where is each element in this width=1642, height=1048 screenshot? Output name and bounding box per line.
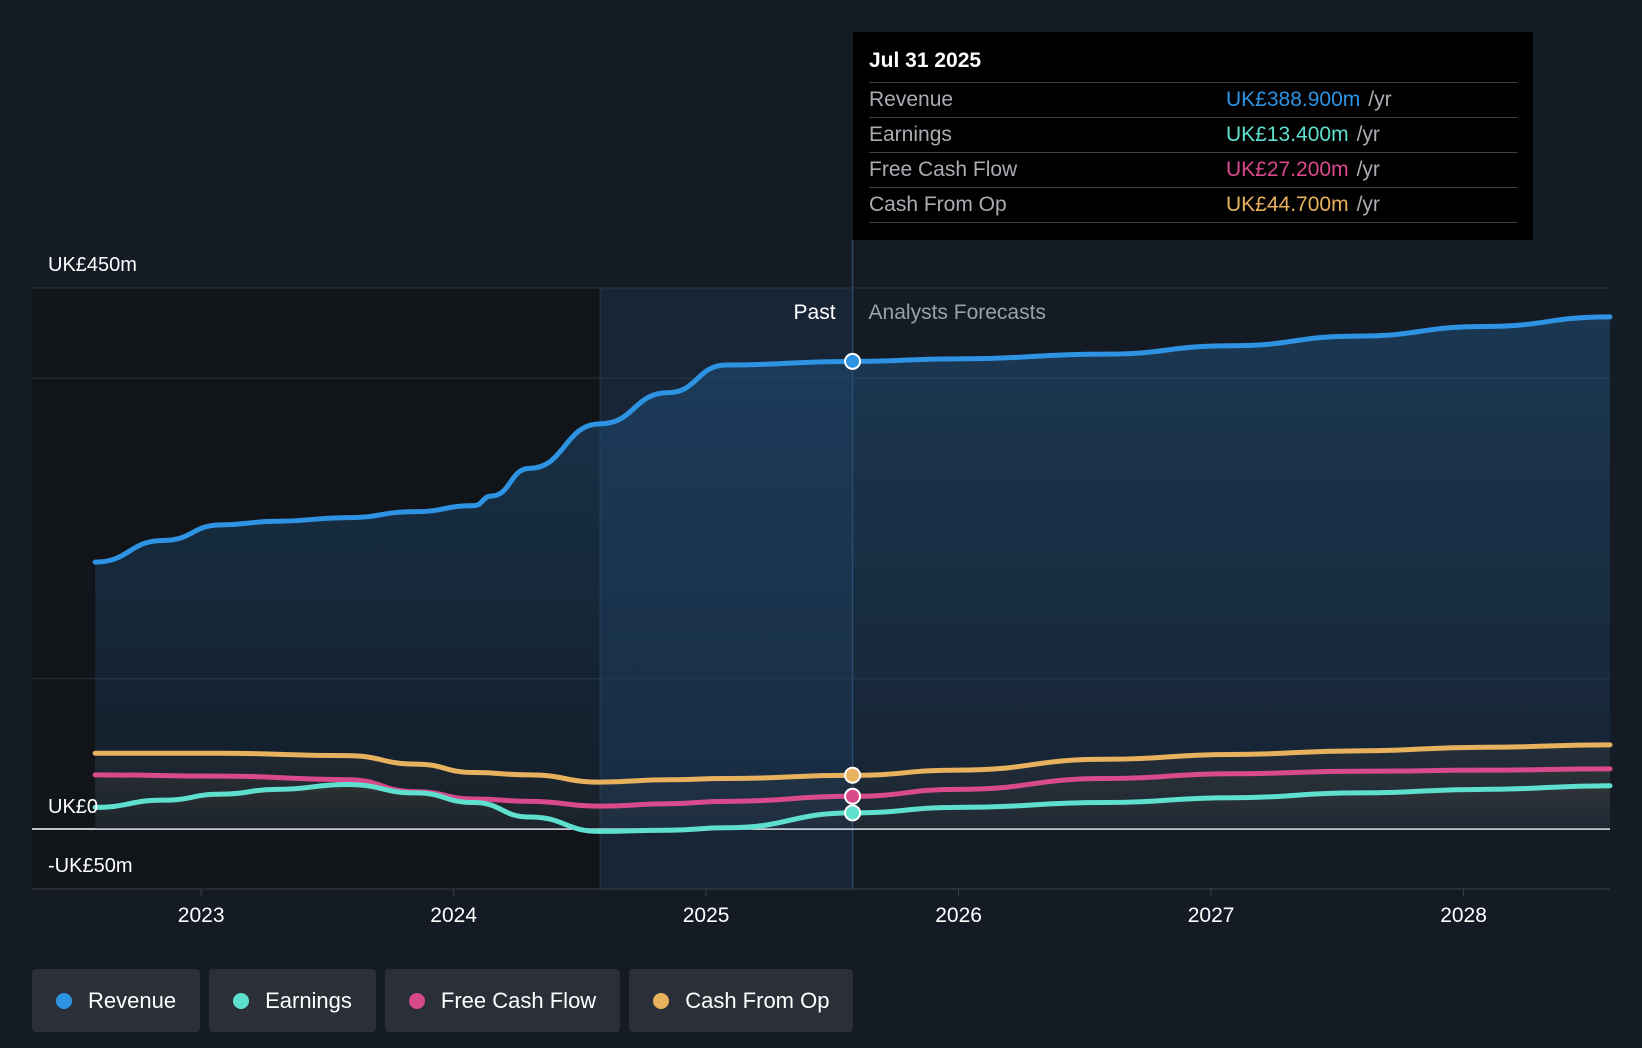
marker-earnings bbox=[844, 804, 862, 822]
y-tick-label: UK£0 bbox=[48, 796, 98, 818]
legend-dot-icon bbox=[56, 992, 72, 1009]
tooltip-unit: /yr bbox=[1356, 193, 1380, 216]
y-tick-label: -UK£50m bbox=[48, 855, 132, 877]
legend-item-earnings[interactable]: Earnings bbox=[209, 969, 376, 1032]
series-line-cash-from-op bbox=[92, 742, 1613, 785]
tooltip-row-free-cash-flow: Free Cash Flow UK£27.200m /yr bbox=[869, 153, 1517, 188]
legend-dot-icon bbox=[408, 992, 425, 1009]
x-tick-label: 2026 bbox=[935, 904, 982, 927]
marker-free-cash-flow bbox=[844, 787, 862, 805]
legend-dot-icon bbox=[233, 992, 250, 1009]
tooltip-row-revenue: Revenue UK£388.900m /yr bbox=[869, 83, 1517, 118]
past-label: Past bbox=[794, 301, 836, 324]
legend-label: Cash From Op bbox=[685, 987, 830, 1013]
tooltip-row-earnings: Earnings UK£13.400m /yr bbox=[869, 118, 1517, 153]
tooltip-unit: /yr bbox=[1368, 88, 1392, 111]
x-tick-label: 2023 bbox=[178, 904, 225, 927]
marker-revenue bbox=[844, 352, 862, 370]
tooltip-label: Earnings bbox=[869, 123, 952, 146]
series-line-revenue bbox=[92, 314, 1613, 565]
tooltip-value: UK£13.400m bbox=[1226, 123, 1349, 146]
x-tick-label: 2025 bbox=[683, 904, 730, 927]
legend-label: Free Cash Flow bbox=[440, 987, 597, 1013]
tooltip-label: Cash From Op bbox=[869, 193, 1007, 216]
area-cash-from-op bbox=[95, 744, 1611, 829]
marker-cash-from-op bbox=[844, 766, 862, 784]
series-line-free-cash-flow bbox=[92, 766, 1613, 809]
legend-item-revenue[interactable]: Revenue bbox=[32, 969, 201, 1032]
tooltip-row-cash-from-op: Cash From Op UK£44.700m /yr bbox=[869, 188, 1517, 223]
tooltip-panel: Jul 31 2025 Revenue UK£388.900m /yr Earn… bbox=[853, 32, 1533, 240]
legend-dot-icon bbox=[653, 992, 670, 1009]
tooltip-value: UK£27.200m bbox=[1226, 158, 1349, 181]
legend: Revenue Earnings Free Cash Flow Cash Fro… bbox=[32, 969, 854, 1032]
tooltip-unit: /yr bbox=[1356, 158, 1380, 181]
legend-item-cash-from-op[interactable]: Cash From Op bbox=[629, 969, 854, 1032]
legend-label: Revenue bbox=[88, 987, 177, 1013]
legend-item-free-cash-flow[interactable]: Free Cash Flow bbox=[384, 969, 621, 1032]
x-tick-label: 2027 bbox=[1188, 904, 1235, 927]
tooltip-unit: /yr bbox=[1356, 123, 1380, 146]
area-revenue bbox=[95, 316, 1611, 829]
y-tick-label: UK£450m bbox=[48, 254, 137, 276]
tooltip-value: UK£388.900m bbox=[1226, 88, 1361, 111]
tooltip-label: Free Cash Flow bbox=[869, 158, 1018, 181]
legend-label: Earnings bbox=[265, 987, 352, 1013]
forecast-label: Analysts Forecasts bbox=[869, 301, 1046, 324]
series-line-earnings bbox=[92, 782, 1613, 834]
tooltip-value: UK£44.700m bbox=[1226, 193, 1349, 216]
x-tick-label: 2028 bbox=[1440, 904, 1487, 927]
tooltip-label: Revenue bbox=[869, 88, 954, 111]
tooltip-date: Jul 31 2025 bbox=[869, 46, 1517, 83]
x-tick-label: 2024 bbox=[430, 904, 477, 927]
